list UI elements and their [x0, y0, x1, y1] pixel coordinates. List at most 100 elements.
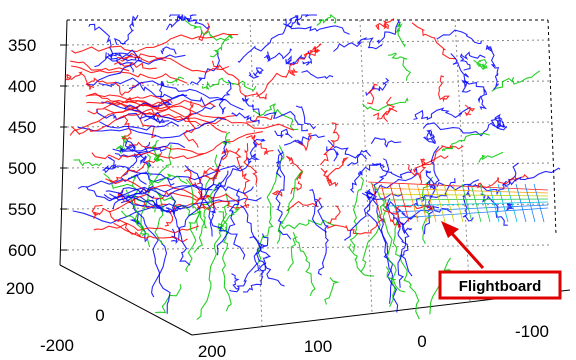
z-tick-label: 550: [8, 200, 36, 219]
grid-line: [66, 244, 553, 251]
trajectory-trace: [243, 143, 258, 185]
board-mesh-line: [389, 183, 401, 223]
trajectory-trace: [105, 190, 150, 207]
board-mesh-line: [479, 183, 491, 223]
grid-line: [359, 19, 373, 314]
board-mesh-line: [372, 187, 549, 194]
trajectory-trace: [98, 77, 188, 100]
trajectory-trace: [117, 189, 125, 202]
trajectory-trace: [450, 53, 471, 93]
y-tick-label: 200: [6, 279, 34, 298]
board-mesh-line: [398, 183, 410, 223]
trajectory-trace: [319, 122, 340, 166]
trajectory-trace: [221, 147, 241, 161]
trajectory-trace: [231, 112, 260, 124]
trajectory-trace: [183, 100, 199, 148]
board-mesh-line: [425, 183, 437, 223]
trajectory-trace: [101, 101, 165, 123]
trajectory-trace: [477, 88, 488, 110]
trajectory-trace: [103, 173, 134, 190]
z-tick-label: 600: [8, 241, 36, 260]
trajectory-trace: [327, 140, 368, 160]
trajectory-trace: [478, 151, 504, 163]
trajectory-trace: [292, 231, 316, 296]
trajectory-trace: [287, 236, 298, 272]
trajectory-trace: [160, 46, 177, 55]
callout-arrow-line: [445, 226, 485, 270]
callout-arrowhead: [441, 221, 459, 238]
trajectory-trace: [70, 60, 130, 72]
trajectory-trace: [253, 244, 263, 273]
trajectory-trace: [375, 18, 395, 31]
trajectory-trace: [252, 103, 299, 131]
trajectory-trace: [364, 167, 418, 196]
trajectory-trace: [113, 14, 139, 45]
trajectory-trace: [326, 146, 339, 162]
frame-left-vertical: [59, 19, 68, 266]
trajectory-trace: [276, 151, 284, 178]
trajectory-trace: [309, 189, 328, 233]
trajectory-trace: [289, 43, 322, 70]
z-tick-label: 400: [8, 77, 36, 96]
board-mesh-line: [367, 181, 549, 191]
trajectory-trace: [86, 96, 216, 112]
trajectory-trace: [149, 173, 188, 185]
trajectory-trace: [218, 211, 232, 312]
trajectory-trace: [209, 33, 234, 58]
grid-line: [66, 39, 553, 46]
x-tick-label: 0: [417, 332, 426, 351]
grid-line: [66, 80, 553, 87]
trajectory-trace: [88, 94, 170, 104]
trajectory-trace: [193, 181, 221, 253]
y-tick-label: -200: [40, 336, 74, 355]
trajectory-trace: [480, 193, 508, 226]
trajectory-trace: [170, 195, 191, 266]
trajectory-trace: [185, 178, 201, 273]
board-mesh-line: [397, 207, 549, 219]
trajectory-trace: [93, 222, 199, 234]
trajectory-trace: [508, 167, 561, 186]
trajectory-trace: [231, 273, 240, 290]
trajectory-trace: [155, 284, 182, 314]
trajectory-trace: [73, 159, 102, 167]
trajectory-trace: [388, 52, 412, 81]
trajectory-trace: [241, 94, 261, 116]
trajectory-trace: [413, 106, 471, 121]
trajectory-trace: [237, 18, 287, 63]
trajectory-trace: [217, 198, 241, 232]
trajectory-trace: [285, 54, 306, 66]
trajectory-trace: [264, 110, 309, 132]
trajectory-trace: [464, 104, 476, 117]
trajectory-trace: [383, 96, 396, 123]
trajectory-trace: [117, 53, 229, 73]
x-tick-label: 200: [198, 342, 226, 360]
board-mesh-line: [452, 183, 464, 223]
trajectory-trace: [441, 132, 490, 152]
trajectory-trace: [303, 46, 321, 58]
grid-line: [66, 162, 553, 169]
trajectory-trace: [348, 243, 375, 277]
flightboard-callout: Flightboard: [438, 221, 562, 300]
callout-box: [438, 270, 562, 300]
trajectory-trace: [385, 266, 406, 293]
trajectory-trace: [218, 79, 232, 115]
trajectory-trace: [347, 149, 372, 167]
trajectory-trace: [436, 29, 483, 45]
trajectory-trace: [143, 105, 215, 123]
board-mesh-line: [416, 183, 428, 223]
trajectory-trace: [344, 158, 390, 241]
trajectory-trace: [122, 151, 152, 177]
trajectory-trace: [298, 133, 312, 152]
trajectory-trace: [316, 14, 337, 27]
trajectory-trace: [423, 146, 440, 235]
trajectory-trace: [402, 205, 440, 235]
trajectory-trace: [94, 54, 133, 68]
trajectory-trace: [320, 156, 349, 182]
trajectory-trace: [65, 71, 95, 90]
trajectory-trace: [413, 178, 456, 207]
trajectory-trace: [71, 32, 239, 54]
trajectory-trace: [113, 222, 188, 243]
board-mesh-line: [387, 201, 549, 207]
trajectory-trace: [202, 168, 222, 181]
trajectory-trace: [376, 19, 401, 45]
